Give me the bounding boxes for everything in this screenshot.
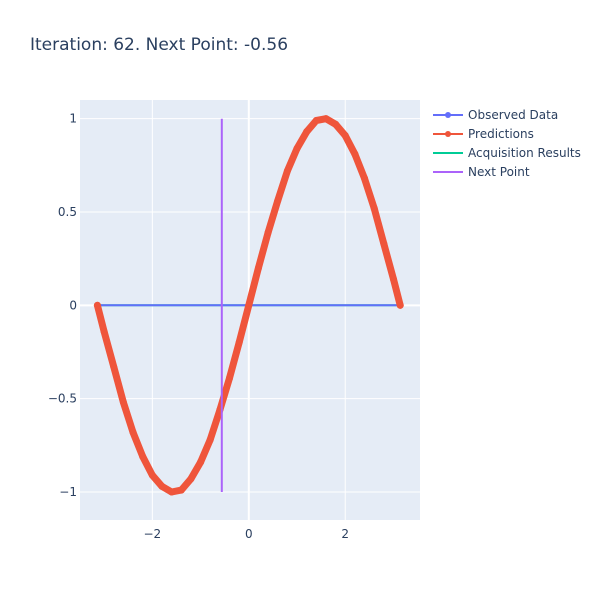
predictions-point: [119, 398, 127, 406]
predictions-point: [274, 197, 282, 205]
y-tick-label: 0: [69, 298, 77, 312]
series-layer: [93, 115, 404, 496]
chart-title: Iteration: 62. Next Point: -0.56: [30, 35, 288, 55]
predictions-point: [332, 120, 340, 128]
predictions-point: [322, 115, 330, 123]
predictions-point: [283, 167, 291, 175]
predictions-point: [129, 428, 137, 436]
predictions-point: [351, 150, 359, 158]
legend[interactable]: Observed Data Predictions Acquisition Resu…: [433, 108, 581, 179]
y-tick-label: −0.5: [48, 392, 77, 406]
predictions-point: [396, 301, 404, 309]
legend-label: Acquisition Results: [468, 146, 581, 160]
predictions-point: [389, 275, 397, 283]
predictions-point: [168, 488, 176, 496]
predictions-point: [148, 471, 156, 479]
predictions-point: [100, 327, 108, 335]
predictions-point: [370, 204, 378, 212]
predictions-point: [254, 264, 262, 272]
legend-marker: [445, 131, 451, 137]
x-tick-label: −2: [143, 527, 161, 541]
predictions-point: [361, 174, 369, 182]
legend-label: Observed Data: [468, 108, 558, 122]
y-tick-label: 1: [69, 112, 77, 126]
predictions-point: [93, 301, 101, 309]
y-tick-label: 0.5: [58, 205, 77, 219]
x-tick-label: 2: [341, 527, 349, 541]
predictions-point: [206, 436, 214, 444]
legend-marker: [445, 112, 451, 118]
predictions-point: [110, 363, 118, 371]
predictions-point: [235, 339, 243, 347]
predictions-point: [226, 374, 234, 382]
predictions-point: [177, 486, 185, 494]
predictions-point: [341, 131, 349, 139]
predictions-point: [380, 240, 388, 248]
predictions-point: [264, 229, 272, 237]
x-tick-label: 0: [245, 527, 253, 541]
predictions-point: [139, 453, 147, 461]
predictions-point: [197, 458, 205, 466]
y-tick-label: −1: [59, 485, 77, 499]
predictions-point: [158, 482, 166, 490]
predictions-point: [303, 128, 311, 136]
legend-label: Predictions: [468, 127, 534, 141]
predictions-point: [245, 301, 253, 309]
tick-labels: −2 0 2 −1 −0.5 0 0.5 1: [48, 112, 349, 541]
predictions-point: [293, 145, 301, 153]
predictions-point: [187, 475, 195, 483]
predictions-point: [312, 117, 320, 125]
legend-label: Next Point: [468, 165, 530, 179]
